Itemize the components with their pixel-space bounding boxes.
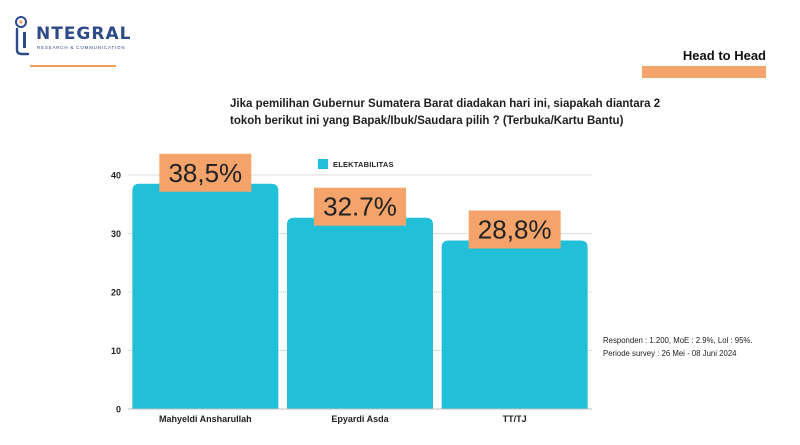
x-tick-label: TT/TJ	[503, 414, 527, 424]
head-to-head-title: Head to Head	[682, 48, 766, 63]
logo-tagline: RESEARCH & COMMUNICATION	[37, 45, 126, 50]
chart-legend: ELEKTABILITAS	[318, 159, 394, 169]
bar	[287, 217, 433, 409]
value-label-box	[159, 153, 252, 192]
y-tick-label: 20	[111, 288, 121, 298]
value-label-box	[468, 210, 561, 249]
data-label: 38,5%	[168, 158, 242, 188]
bar	[132, 183, 279, 409]
y-tick-label: 40	[111, 171, 121, 181]
footnote-period: Periode survey : 26 Mei - 08 Juni 2024	[603, 349, 737, 358]
logo-pin-icon	[15, 16, 30, 56]
integral-logo: NTEGRAL RESEARCH & COMMUNICATION	[12, 12, 130, 67]
value-label-box	[314, 187, 406, 226]
y-tick-label: 30	[111, 229, 121, 239]
footnote-respondents: Responden : 1.200, MoE : 2.9%, Lol : 95%…	[603, 336, 753, 345]
x-tick-label: Epyardi Asda	[331, 414, 389, 424]
survey-question: Jika pemilihan Gubernur Sumatera Barat d…	[230, 96, 700, 130]
question-line-2: tokoh berikut ini yang Bapak/Ibuk/Saudar…	[230, 115, 624, 127]
x-tick-label: Mahyeldi Ansharullah	[159, 414, 252, 424]
logo-underline	[30, 65, 116, 67]
legend-swatch	[318, 159, 328, 169]
data-label: 32.7%	[323, 192, 397, 222]
y-tick-label: 0	[116, 405, 121, 415]
title-accent-bar	[642, 66, 766, 78]
bar	[441, 240, 588, 409]
data-label: 28,8%	[478, 215, 552, 245]
survey-footnote: Responden : 1.200, MoE : 2.9%, Lol : 95%…	[603, 334, 753, 360]
logo-wordmark: NTEGRAL	[36, 24, 132, 44]
question-line-1: Jika pemilihan Gubernur Sumatera Barat d…	[230, 98, 661, 110]
legend-label: ELEKTABILITAS	[333, 159, 394, 169]
y-tick-label: 10	[111, 346, 121, 356]
